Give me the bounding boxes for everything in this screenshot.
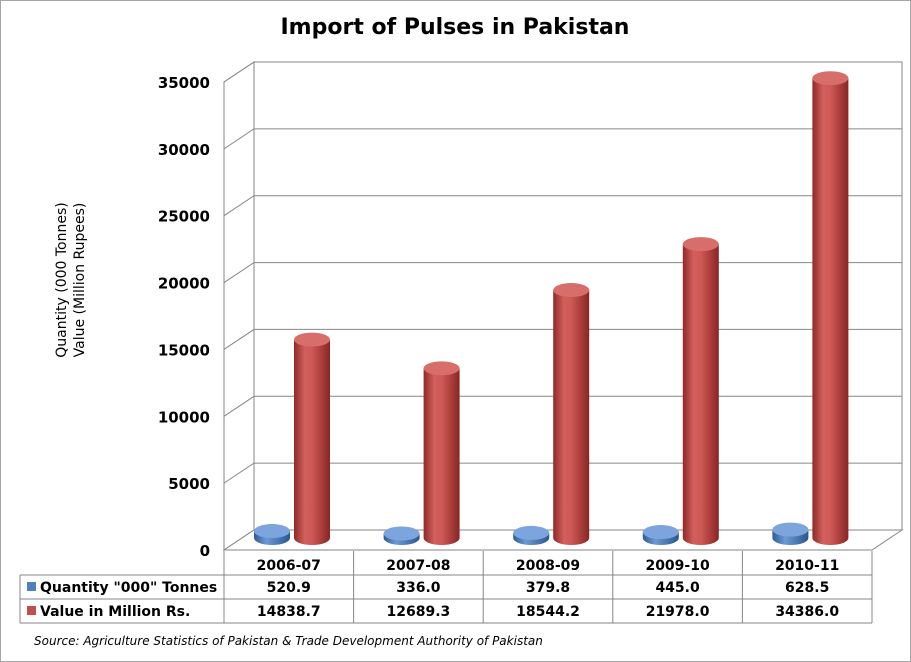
data-label: 628.5 — [785, 580, 829, 596]
data-label: 34386.0 — [775, 604, 839, 620]
bar — [423, 361, 460, 545]
data-label: 18544.2 — [516, 604, 580, 620]
bar-body — [812, 78, 849, 546]
data-label: 520.9 — [267, 580, 311, 596]
legend-swatch — [27, 606, 36, 615]
bar-body — [423, 368, 460, 545]
legend-label: Quantity "000" Tonnes — [40, 580, 217, 596]
bar — [513, 525, 550, 545]
gridline — [223, 128, 902, 150]
x-tick-label: 2007-08 — [386, 558, 450, 574]
legend-swatch — [27, 582, 36, 591]
bar — [772, 522, 809, 545]
bar — [553, 283, 590, 545]
bar-top — [294, 332, 330, 347]
bar — [383, 526, 420, 545]
bar-body — [294, 339, 330, 545]
bar-top — [812, 71, 849, 86]
data-label: 21978.0 — [646, 604, 710, 620]
bar-top — [513, 525, 550, 540]
bar-top — [423, 361, 460, 376]
bar-body — [553, 290, 590, 545]
y-axis-label-value: Value (Million Rupees) — [72, 203, 88, 358]
bar — [294, 332, 330, 545]
bar-top — [254, 524, 290, 539]
x-tick-label: 2010-11 — [775, 558, 839, 574]
legend-label: Value in Million Rs. — [40, 604, 190, 620]
bar-body — [682, 244, 719, 545]
data-label: 12689.3 — [387, 604, 451, 620]
bar-top — [553, 283, 590, 298]
y-tick-label: 0 — [200, 542, 210, 560]
gridline — [223, 195, 902, 217]
bar-top — [682, 237, 719, 252]
bar-top — [772, 522, 809, 537]
bar-top — [642, 525, 679, 540]
data-label: 379.8 — [526, 580, 570, 596]
y-tick-label: 30000 — [158, 141, 210, 159]
bar — [812, 71, 849, 546]
y-tick-label: 20000 — [158, 275, 210, 293]
bar — [682, 237, 719, 545]
side-wall — [223, 61, 255, 551]
x-tick-label: 2006-07 — [257, 558, 321, 574]
y-tick-label: 15000 — [158, 341, 210, 359]
y-tick-label: 10000 — [158, 408, 210, 426]
source-note: Source: Agriculture Statistics of Pakist… — [34, 634, 543, 648]
data-label: 445.0 — [655, 580, 700, 596]
gridline — [223, 61, 902, 83]
x-tick-label: 2008-09 — [516, 558, 580, 574]
chart-title: Import of Pulses in Pakistan — [281, 15, 630, 40]
y-tick-label: 25000 — [158, 208, 210, 226]
x-tick-label: 2009-10 — [645, 558, 710, 574]
data-table: 2006-07 2007-08 2008-09 2009-10 2010-11 Quant… — [19, 551, 873, 624]
plot-area: 0 5000 10000 15000 20000 25000 30000 35000 — [158, 61, 904, 560]
y-axis-label-quantity: Quantity (000 Tonnes) — [54, 202, 70, 357]
y-tick-label: 5000 — [168, 475, 210, 493]
bar-top — [383, 526, 420, 541]
bar — [254, 524, 290, 545]
data-label: 336.0 — [396, 580, 441, 596]
data-label: 14838.7 — [257, 604, 321, 620]
y-tick-label: 35000 — [158, 74, 210, 92]
bar — [642, 525, 679, 545]
